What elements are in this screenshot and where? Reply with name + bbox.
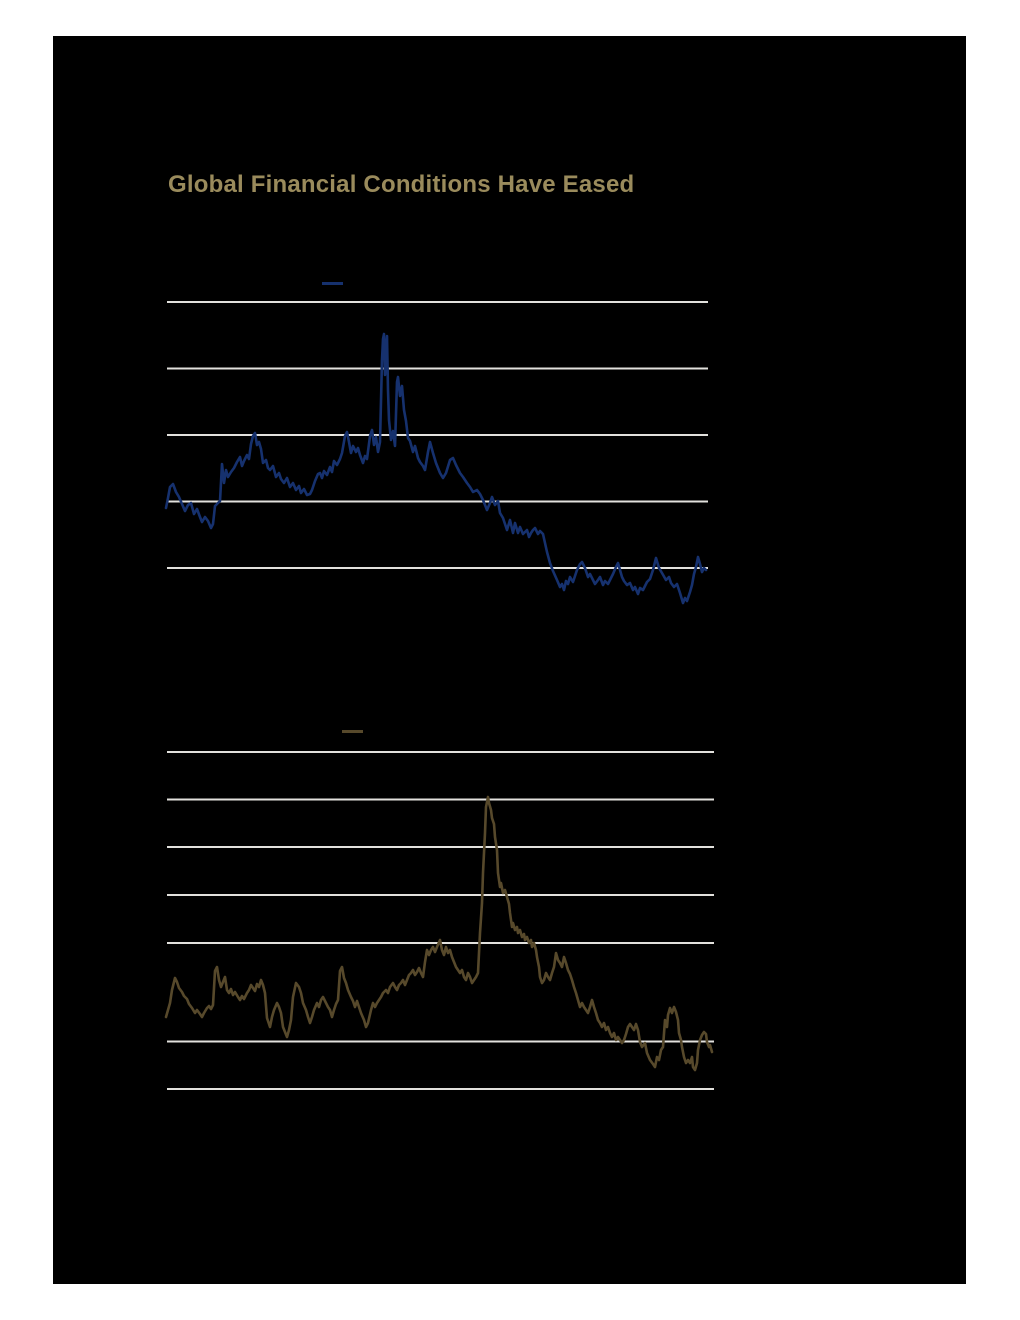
chart-1 <box>164 282 708 605</box>
slide: Global Financial Conditions Have Eased <box>53 36 966 1284</box>
chart-1-series-line <box>164 332 708 605</box>
chart-1-legend-swatch <box>322 282 343 285</box>
chart-2-legend-swatch <box>342 730 363 733</box>
slide-title: Global Financial Conditions Have Eased <box>168 171 635 198</box>
chart-2 <box>164 730 714 1090</box>
chart-2-series-line <box>164 795 714 1072</box>
